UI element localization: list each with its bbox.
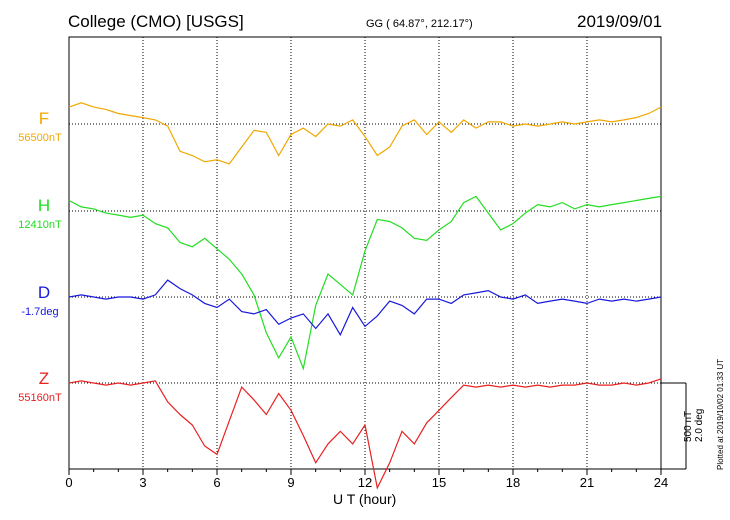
plot-date: 2019/09/01 <box>577 12 663 31</box>
series-baseline-f: 56500nT <box>18 132 62 144</box>
x-tick-label: 24 <box>654 475 668 490</box>
x-tick-label: 12 <box>358 475 372 490</box>
series-name-d: D <box>38 283 50 302</box>
scale-nt: 500 nT <box>683 410 694 442</box>
series-baseline-d: -1.7deg <box>21 306 58 318</box>
x-tick-label: 15 <box>432 475 446 490</box>
plot-frame <box>68 36 662 470</box>
series-line-d <box>68 279 662 337</box>
station-title: College (CMO) [USGS] <box>68 12 244 31</box>
x-tick-label: 9 <box>287 475 294 490</box>
series-line-z <box>68 378 662 490</box>
series-baseline-h: 12410nT <box>18 219 62 231</box>
series-baseline-z: 55160nT <box>18 392 62 404</box>
plotted-timestamp: Plotted at 2019/10/02 01:33 UT <box>716 358 725 470</box>
x-tick-label: 21 <box>580 475 594 490</box>
series-name-z: Z <box>39 369 49 388</box>
x-axis-label: U T (hour) <box>333 491 397 507</box>
x-tick-label: 18 <box>506 475 520 490</box>
series-line-h <box>68 195 662 371</box>
scale-deg: 2.0 deg <box>694 408 705 442</box>
station-coords: GG ( 64.87°, 212.17°) <box>366 18 473 30</box>
x-tick-label: 6 <box>213 475 220 490</box>
scale-label: 500 nT 2.0 deg <box>683 409 705 442</box>
x-tick-label: 3 <box>139 475 146 490</box>
series-name-f: F <box>39 109 49 128</box>
series-line-f <box>68 102 662 165</box>
series-name-h: H <box>38 196 50 215</box>
x-tick-label: 0 <box>65 475 72 490</box>
